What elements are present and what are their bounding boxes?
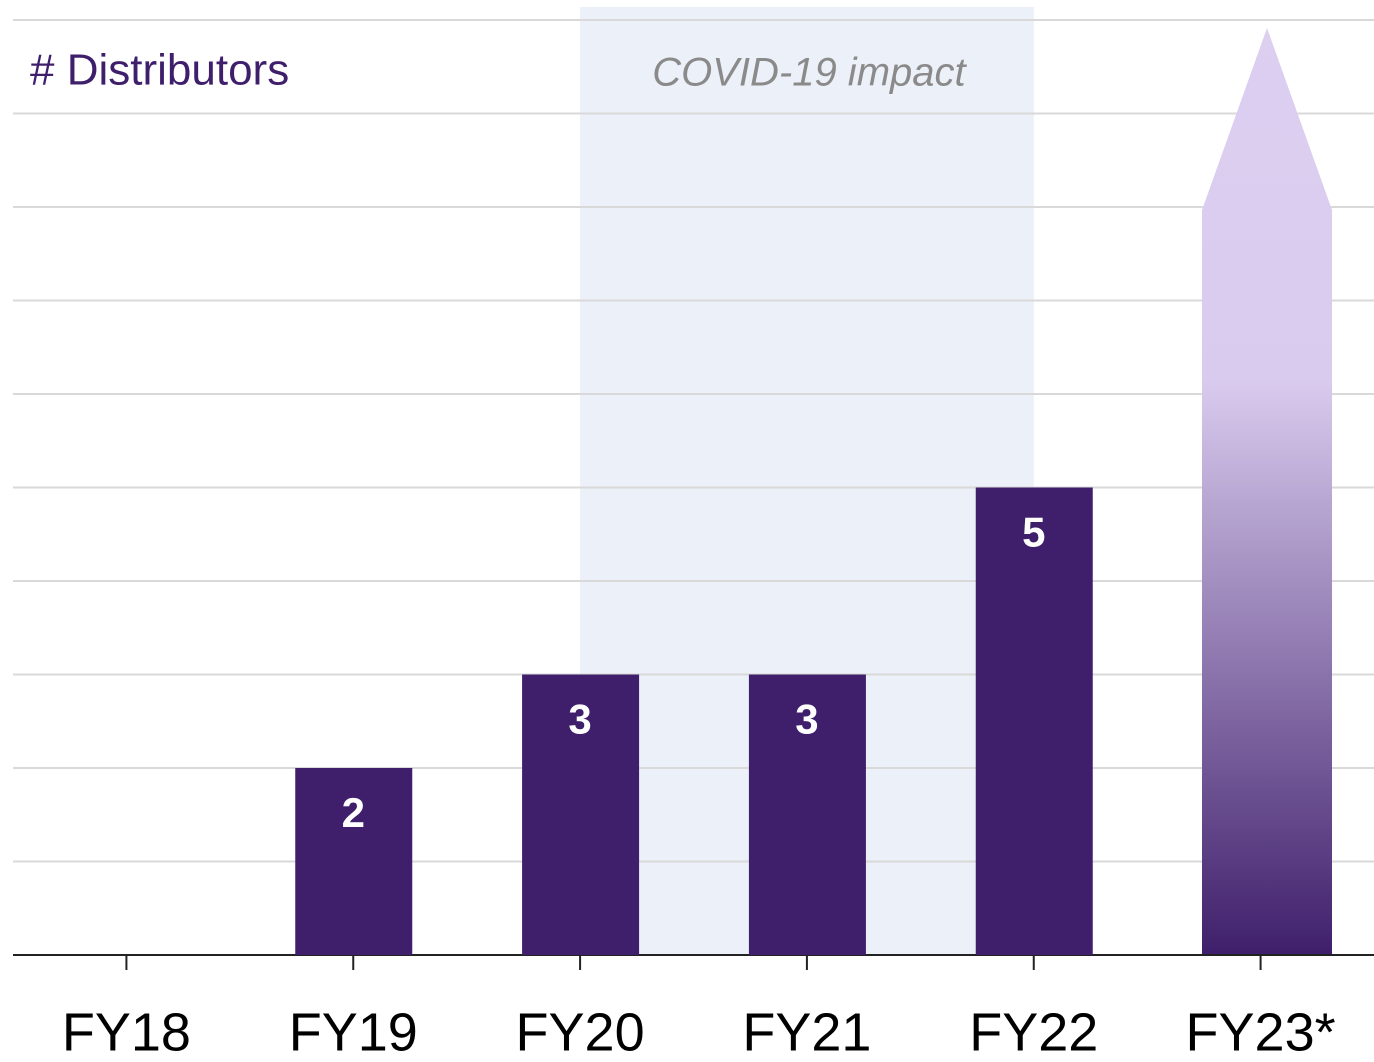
x-tick-label: FY19 xyxy=(289,1002,418,1062)
data-label: 3 xyxy=(795,696,818,743)
x-tick-label: FY18 xyxy=(62,1002,191,1062)
bar xyxy=(522,674,640,955)
x-tick-label: FY22 xyxy=(969,1002,1098,1062)
chart-title: # Distributors xyxy=(30,46,289,95)
data-label: 2 xyxy=(342,789,365,836)
data-label: 5 xyxy=(1022,509,1045,556)
x-tick-label: FY23* xyxy=(1186,1002,1336,1062)
x-tick-label: FY21 xyxy=(742,1002,871,1062)
bar xyxy=(295,768,413,955)
bar xyxy=(748,674,866,955)
projection-arrow xyxy=(1202,28,1332,955)
data-label: 3 xyxy=(568,696,591,743)
bar xyxy=(975,487,1093,955)
x-tick-label: FY20 xyxy=(516,1002,645,1062)
annotation: COVID-19 impact xyxy=(652,51,967,95)
